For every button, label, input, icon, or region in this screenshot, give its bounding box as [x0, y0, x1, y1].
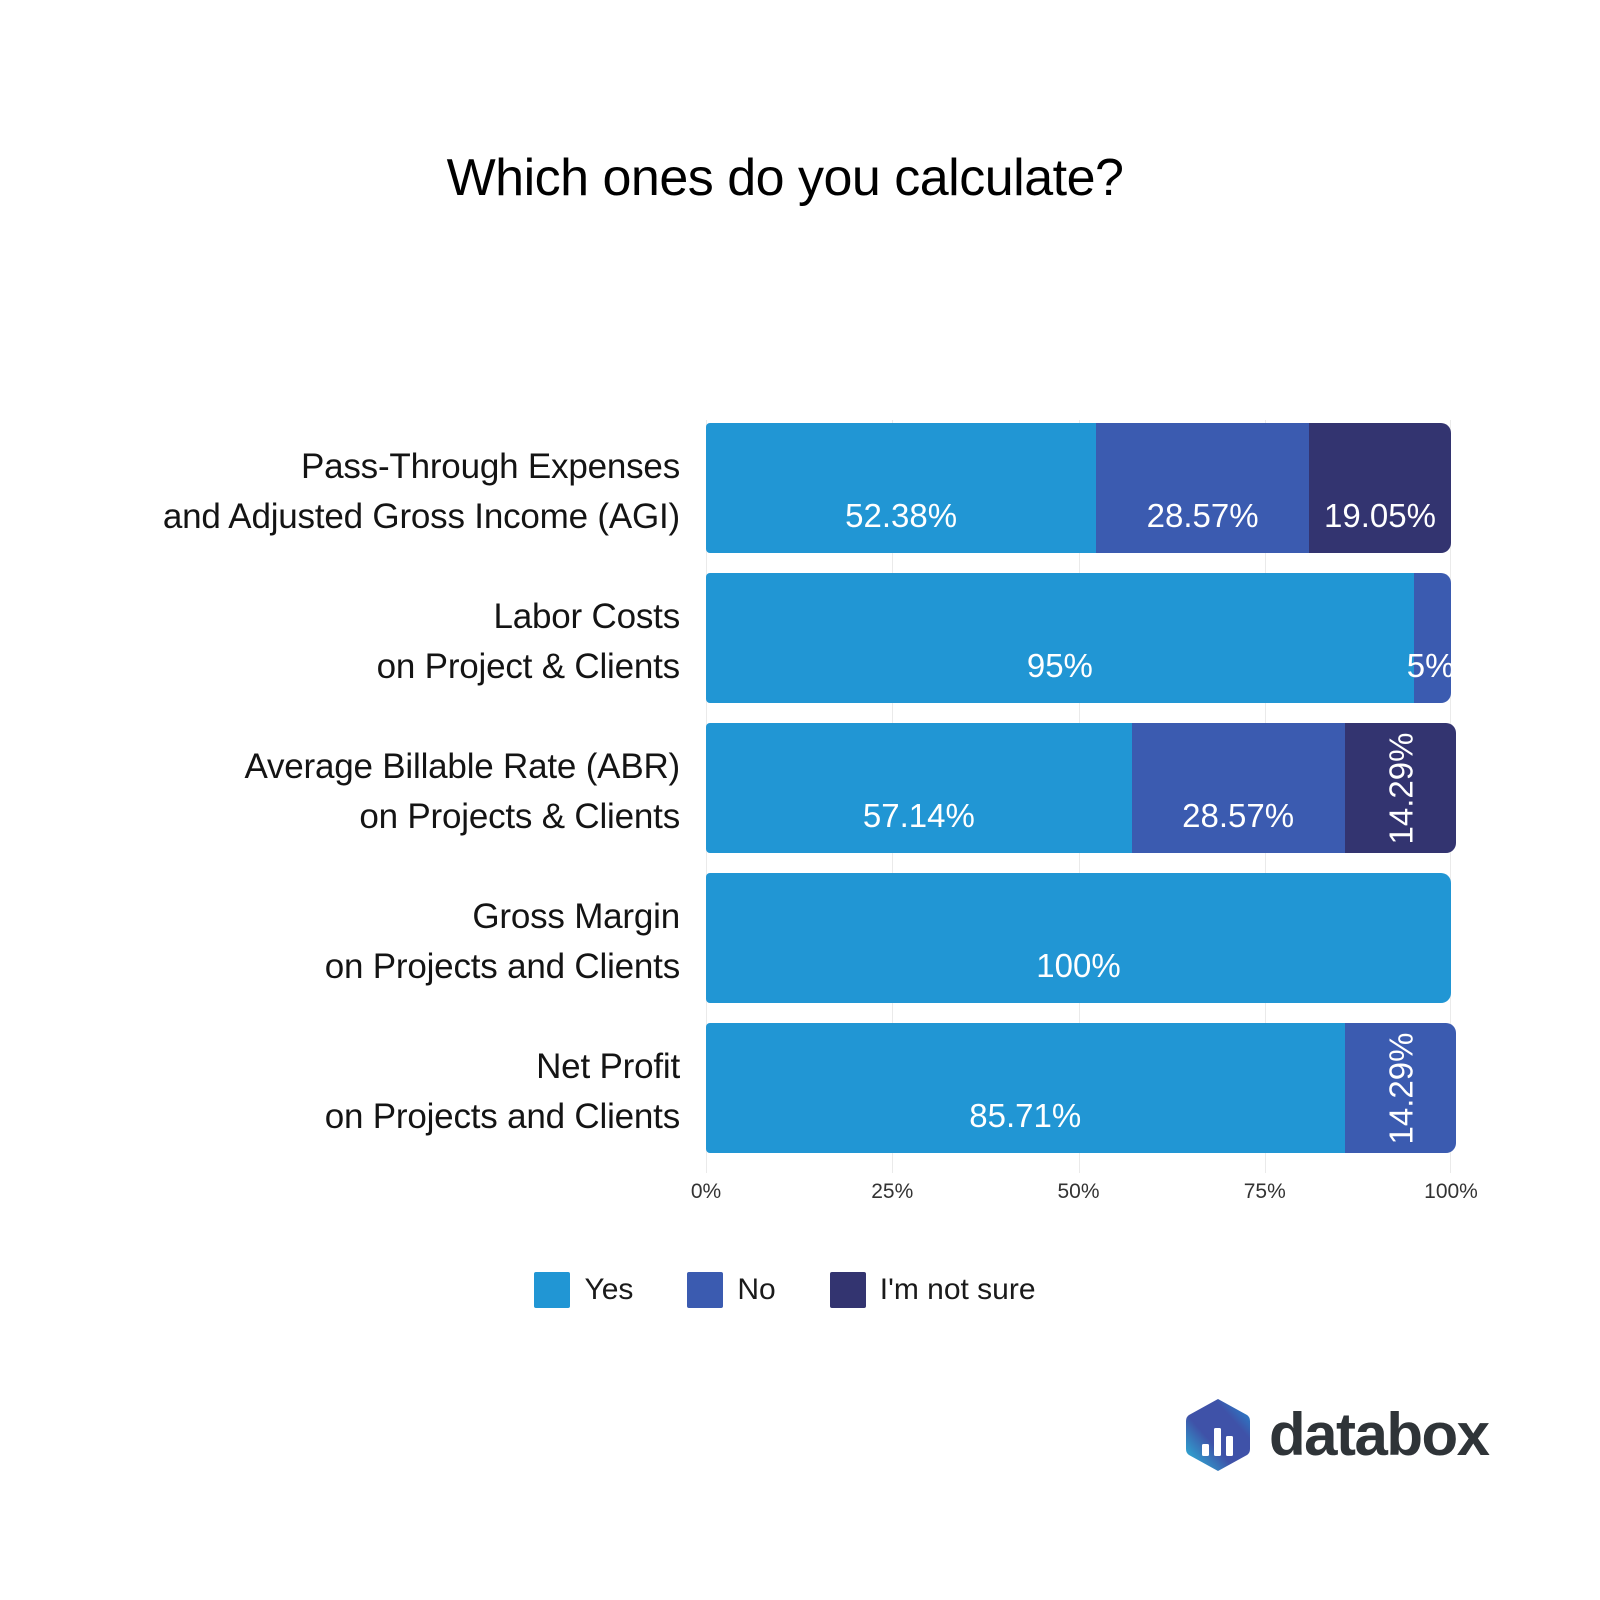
legend: Yes No I'm not sure: [0, 1272, 1570, 1308]
x-axis-tick-label: 0%: [690, 1180, 722, 1203]
databox-wordmark: databox: [1269, 1401, 1490, 1468]
legend-label-not-sure: I'm not sure: [879, 1273, 1036, 1306]
table-row[interactable]: 85.71% 14.29%: [706, 1023, 1457, 1153]
bar-segment[interactable]: 57.14%: [706, 723, 1132, 853]
table-row[interactable]: 57.14% 28.57% 14.29%: [706, 723, 1457, 853]
bar-segment-label: 95%: [1026, 646, 1093, 684]
legend-item-no[interactable]: No: [687, 1272, 776, 1308]
category-label-2-line2: on Projects & Clients: [359, 797, 680, 837]
bar-segment-label: 85.71%: [969, 1096, 1082, 1134]
bar-segment[interactable]: 95%: [706, 573, 1414, 703]
category-label-1: Labor Costs on Project & Clients: [80, 592, 681, 693]
databox-logo: databox: [1185, 1398, 1490, 1472]
category-label-4-line1: Net Profit: [536, 1047, 680, 1086]
bar-segment-label: 52.38%: [845, 496, 958, 534]
legend-item-yes[interactable]: Yes: [534, 1272, 633, 1308]
bar-segment-label: 100%: [1036, 946, 1121, 984]
bar-segment-label: 5%: [1406, 646, 1455, 684]
bar-segment[interactable]: 100%: [706, 873, 1451, 1003]
x-axis: 0% 25% 50% 75% 100%: [691, 1180, 1478, 1210]
category-label-3: Gross Margin on Projects and Clients: [80, 892, 681, 993]
bar-segment[interactable]: 14.29%: [1344, 723, 1457, 853]
category-label-3-line2: on Projects and Clients: [324, 947, 681, 987]
x-axis-tick-label: 75%: [1243, 1180, 1286, 1203]
bar-segment-label: 14.29%: [1382, 1032, 1419, 1144]
legend-item-not-sure[interactable]: I'm not sure: [829, 1272, 1036, 1308]
databox-hexagon-icon: [1186, 1399, 1250, 1471]
legend-swatch-no-icon: [687, 1272, 724, 1308]
x-axis-tick-label: 50%: [1057, 1180, 1100, 1203]
bar-segment-label: 28.57%: [1182, 796, 1295, 834]
legend-swatch-not-sure-icon: [829, 1272, 866, 1308]
bar-segment[interactable]: 85.71%: [706, 1023, 1345, 1153]
chart-title: Which ones do you calculate?: [446, 149, 1124, 207]
bar-segment[interactable]: 28.57%: [1131, 723, 1345, 853]
category-label-3-line1: Gross Margin: [472, 897, 680, 936]
legend-label-yes: Yes: [584, 1273, 634, 1306]
bar-segment[interactable]: 28.57%: [1096, 423, 1310, 553]
bar-segment[interactable]: 19.05%: [1309, 423, 1451, 553]
category-label-4-line2: on Projects and Clients: [324, 1097, 681, 1137]
category-label-1-line2: on Project & Clients: [376, 647, 681, 687]
category-label-0: Pass-Through Expenses and Adjusted Gross…: [80, 442, 680, 543]
table-row[interactable]: 52.38% 28.57% 19.05%: [706, 423, 1451, 553]
legend-label-no: No: [737, 1273, 776, 1306]
legend-swatch-yes-icon: [534, 1272, 571, 1308]
category-label-1-line1: Labor Costs: [493, 597, 680, 636]
x-axis-tick-label: 100%: [1424, 1180, 1478, 1203]
category-label-4: Net Profit on Projects and Clients: [80, 1042, 681, 1143]
bar-segment-label: 14.29%: [1382, 732, 1419, 844]
table-row[interactable]: 100%: [706, 873, 1451, 1003]
category-label-0-line1: Pass-Through Expenses: [300, 447, 680, 486]
bar-segment[interactable]: 5%: [1407, 573, 1454, 703]
bar-segment[interactable]: 14.29%: [1344, 1023, 1457, 1153]
bar-segment[interactable]: 52.38%: [706, 423, 1097, 553]
category-label-0-line2: and Adjusted Gross Income (AGI): [162, 497, 680, 537]
bar-segment-label: 57.14%: [862, 796, 975, 834]
table-row[interactable]: 95% 5%: [706, 573, 1454, 703]
bar-segment-label: 28.57%: [1146, 496, 1259, 534]
category-label-2-line1: Average Billable Rate (ABR): [244, 747, 680, 786]
category-label-2: Average Billable Rate (ABR) on Projects …: [80, 742, 680, 843]
x-axis-tick-label: 25%: [871, 1180, 914, 1203]
bar-segment-label: 19.05%: [1324, 496, 1436, 534]
plot-area: 52.38% 28.57% 19.05% 95% 5% 57.14% 28.57% 14.…: [706, 420, 1457, 1173]
